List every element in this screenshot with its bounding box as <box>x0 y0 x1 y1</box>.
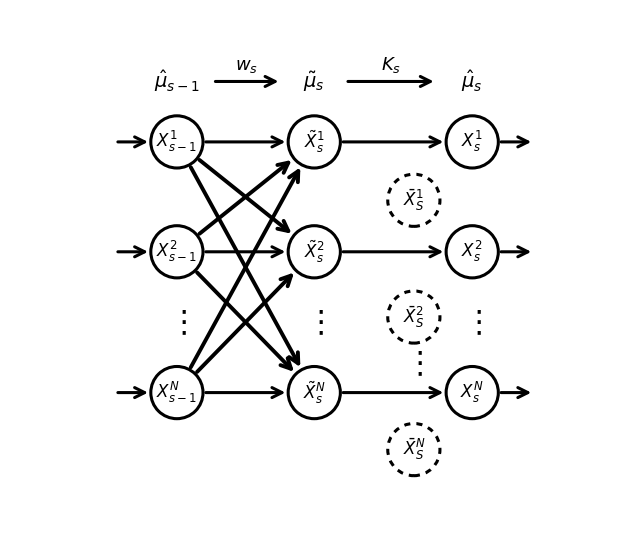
Text: $\bar{X}_S^2$: $\bar{X}_S^2$ <box>403 304 424 330</box>
Circle shape <box>446 116 499 168</box>
Text: $\tilde{X}_s^1$: $\tilde{X}_s^1$ <box>304 129 324 155</box>
Circle shape <box>388 174 440 226</box>
Text: $\vdots$: $\vdots$ <box>463 310 482 338</box>
Text: $\bar{X}_S^N$: $\bar{X}_S^N$ <box>403 437 425 462</box>
Circle shape <box>151 226 203 278</box>
Text: $\vdots$: $\vdots$ <box>168 310 186 338</box>
Text: $X_s^N$: $X_s^N$ <box>460 380 484 405</box>
Text: $\bar{X}_S^1$: $\bar{X}_S^1$ <box>403 187 424 213</box>
Text: $X_{s-1}^1$: $X_{s-1}^1$ <box>157 129 197 154</box>
Circle shape <box>388 291 440 343</box>
Circle shape <box>446 367 499 419</box>
Text: $\hat{\mu}_{s-1}$: $\hat{\mu}_{s-1}$ <box>154 69 200 95</box>
Text: $\tilde{X}_s^2$: $\tilde{X}_s^2$ <box>304 239 324 265</box>
Text: $X_s^1$: $X_s^1$ <box>461 129 483 154</box>
Circle shape <box>288 367 340 419</box>
Circle shape <box>151 116 203 168</box>
Text: $X_{s-1}^N$: $X_{s-1}^N$ <box>157 380 197 405</box>
Circle shape <box>388 424 440 476</box>
Circle shape <box>151 367 203 419</box>
Text: $w_s$: $w_s$ <box>236 56 259 75</box>
Text: $\tilde{X}_s^N$: $\tilde{X}_s^N$ <box>303 379 326 406</box>
Text: $X_s^2$: $X_s^2$ <box>461 239 483 264</box>
Text: $X_{s-1}^2$: $X_{s-1}^2$ <box>157 239 197 264</box>
Text: $K_s$: $K_s$ <box>381 55 401 75</box>
Circle shape <box>446 226 499 278</box>
Text: $\tilde{\mu}_s$: $\tilde{\mu}_s$ <box>303 70 325 93</box>
Text: $\hat{\mu}_s$: $\hat{\mu}_s$ <box>461 69 483 95</box>
Circle shape <box>288 116 340 168</box>
Circle shape <box>288 226 340 278</box>
Text: $\vdots$: $\vdots$ <box>305 310 324 338</box>
Text: $\vdots$: $\vdots$ <box>404 351 423 379</box>
